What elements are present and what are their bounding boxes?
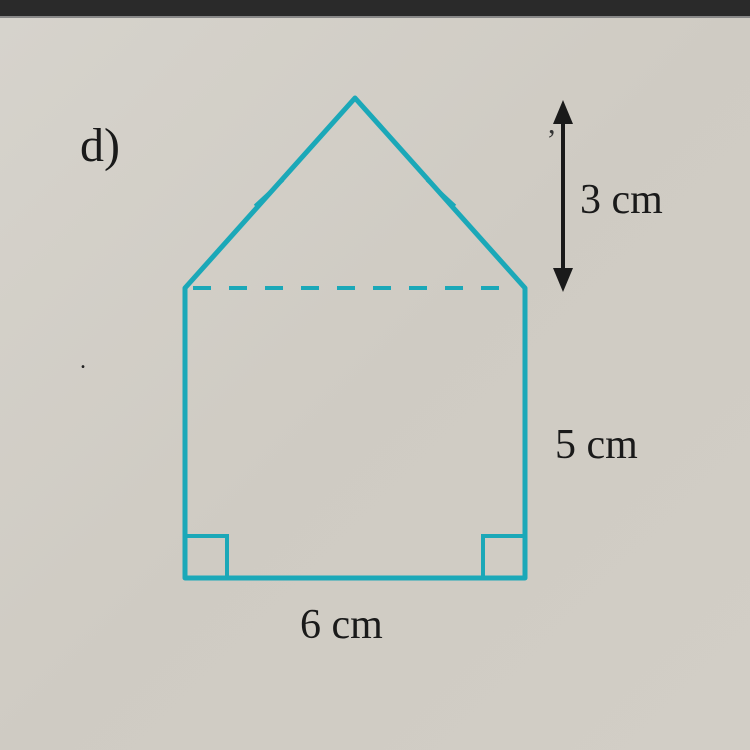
isosceles-tick-right — [427, 180, 455, 206]
problem-label: d) — [80, 118, 120, 173]
right-angle-bottom-left — [185, 536, 227, 578]
window-top-bar — [0, 0, 750, 18]
triangle-height-label: 3 cm — [580, 177, 663, 223]
base-width-label: 6 cm — [300, 602, 383, 648]
triangle-height-arrow — [553, 100, 573, 292]
rectangle-height-label: 5 cm — [555, 422, 638, 468]
isosceles-tick-left — [255, 180, 283, 206]
right-angle-bottom-right — [483, 536, 525, 578]
pentagon-outline — [185, 98, 525, 578]
geometry-figure: , 3 cm 5 cm 6 cm — [155, 78, 705, 698]
stray-dot: . — [80, 348, 86, 375]
worksheet-content: d) . , — [0, 18, 750, 750]
